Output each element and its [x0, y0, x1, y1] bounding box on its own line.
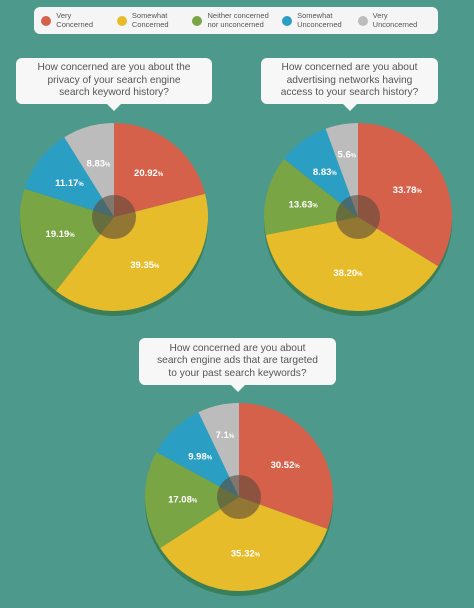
pie-slice-very-unconcerned — [325, 123, 358, 217]
legend-item-very-unconcerned: Very Unconcerned — [357, 11, 431, 29]
chart-1-question: How concerned are you about the privacy … — [16, 58, 212, 111]
pie-slice-somewhat-concerned — [55, 193, 208, 311]
legend: Very Concerned Somewhat Concerned Neithe… — [34, 7, 438, 34]
pie-label-very-unconcerned: 8.83% — [87, 158, 112, 169]
pie-slice-somewhat-concerned — [160, 497, 328, 591]
pie-label-neither: 13.63% — [289, 199, 319, 210]
legend-label-somewhat-concerned: Somewhat Concerned — [131, 11, 169, 29]
legend-swatch-neither — [192, 15, 203, 26]
pie-label-somewhat-concerned: 35.32% — [231, 549, 261, 560]
chart-2-question: How concerned are you about advertising … — [261, 58, 438, 111]
pie-center-hub — [217, 475, 261, 519]
pie-chart-privacy: 20.92% 39.35% 19.19% 11.17%8.83% — [19, 123, 208, 316]
pie-slice-very-unconcerned — [198, 403, 239, 497]
legend-item-somewhat-concerned: Somewhat Concerned — [116, 11, 190, 29]
pie-label-very-unconcerned: 5.6% — [338, 150, 357, 161]
legend-item-neither: Neither concerned nor unconcerned — [192, 11, 279, 29]
pie-label-somewhat-unconcerned: 8.83% — [313, 167, 338, 178]
pie-slice-somewhat-unconcerned — [24, 137, 114, 217]
legend-swatch-very-concerned — [41, 15, 52, 26]
pie-slice-very-unconcerned — [64, 123, 114, 217]
pie-chart-targeted-ads: 30.52% 35.32% 17.08% 9.98%7.1% — [145, 403, 333, 596]
pie-chart-advertising-networks: 33.78% 38.20% 13.63% 8.83%5.6% — [264, 123, 452, 316]
pie-label-neither: 17.08% — [168, 495, 198, 506]
pie-slice-neither — [264, 159, 358, 235]
legend-swatch-somewhat-concerned — [116, 15, 127, 26]
pie-slice-very-concerned — [358, 123, 452, 267]
pie-slice-neither — [19, 188, 114, 291]
pie-label-somewhat-unconcerned: 11.17% — [55, 178, 84, 189]
pie-label-somewhat-unconcerned: 9.98% — [188, 452, 213, 463]
legend-label-very-unconcerned: Very Unconcerned — [372, 11, 418, 29]
legend-swatch-very-unconcerned — [357, 15, 368, 26]
pie-label-somewhat-concerned: 38.20% — [333, 268, 363, 279]
pie-slice-very-concerned — [239, 403, 333, 529]
legend-item-very-concerned: Very Concerned — [41, 11, 114, 29]
pie-label-very-unconcerned: 7.1% — [216, 430, 235, 441]
pie-label-somewhat-concerned: 39.35% — [130, 260, 160, 271]
pie-slice-somewhat-unconcerned — [284, 128, 358, 217]
pie-label-very-concerned: 30.52% — [271, 460, 301, 471]
legend-item-somewhat-unconcerned: Somewhat Unconcerned — [282, 11, 355, 29]
pie-label-neither: 19.19% — [46, 229, 76, 240]
legend-swatch-somewhat-unconcerned — [282, 15, 293, 26]
legend-label-somewhat-unconcerned: Somewhat Unconcerned — [297, 11, 342, 29]
pie-center-hub — [336, 195, 380, 239]
pie-center-hub — [92, 195, 136, 239]
pie-slice-somewhat-unconcerned — [156, 412, 239, 497]
pie-slice-somewhat-concerned — [265, 217, 439, 311]
chart-3-question: How concerned are you about search engin… — [139, 338, 336, 392]
pie-slice-very-concerned — [114, 123, 206, 217]
pie-label-very-concerned: 20.92% — [134, 168, 164, 179]
legend-label-very-concerned: Very Concerned — [56, 11, 93, 29]
legend-label-neither: Neither concerned nor unconcerned — [207, 11, 269, 29]
pie-label-very-concerned: 33.78% — [393, 185, 423, 196]
pie-slice-neither — [145, 452, 239, 549]
